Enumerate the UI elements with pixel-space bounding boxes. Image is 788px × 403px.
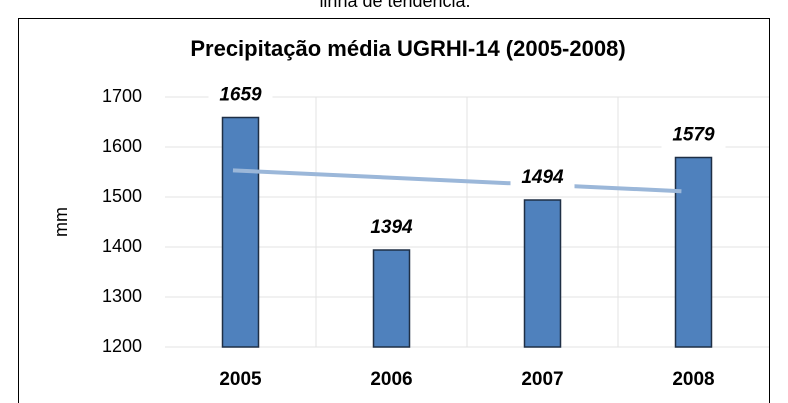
x-tick-label: 2008	[672, 369, 714, 390]
x-tick-label: 2006	[370, 369, 412, 390]
data-label-bg	[208, 83, 273, 108]
trendline	[232, 168, 682, 194]
bar	[221, 116, 260, 348]
data-label: 1394	[370, 217, 413, 238]
bar	[674, 156, 713, 348]
y-tick-label: 1400	[102, 236, 142, 256]
data-label-bg	[359, 216, 424, 240]
y-axis-label: mm	[51, 207, 71, 237]
y-tick-label: 1300	[102, 286, 142, 306]
data-label: 1494	[521, 167, 564, 188]
y-tick-label: 1600	[102, 136, 142, 156]
y-tick-label: 1500	[102, 186, 142, 206]
data-label: 1579	[672, 125, 715, 146]
chart-title: Precipitação média UGRHI-14 (2005-2008)	[190, 36, 625, 61]
x-tick-label: 2005	[219, 369, 262, 390]
y-tick-label: 1700	[102, 86, 142, 106]
x-tick-label: 2007	[521, 369, 563, 390]
caption: linha de tendência.	[319, 0, 470, 11]
data-label-bg	[661, 123, 726, 148]
bar	[372, 249, 411, 348]
y-tick-label: 1200	[102, 336, 142, 356]
data-label-bg	[510, 166, 575, 190]
data-label: 1659	[219, 85, 262, 106]
bar	[523, 199, 562, 348]
